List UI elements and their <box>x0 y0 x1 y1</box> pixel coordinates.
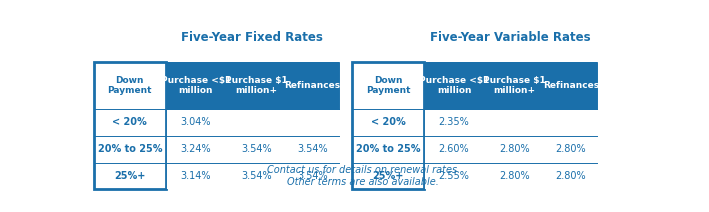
Text: 3.54%: 3.54% <box>241 171 272 181</box>
Bar <box>545 109 597 136</box>
Text: < 20%: < 20% <box>113 117 147 127</box>
Bar <box>484 136 545 163</box>
Bar <box>352 62 424 190</box>
Bar <box>166 136 226 163</box>
Text: 3.24%: 3.24% <box>181 144 211 154</box>
Text: Purchase $1
million+: Purchase $1 million+ <box>225 76 288 95</box>
Text: Purchase <$1
million: Purchase <$1 million <box>419 76 489 95</box>
Text: 2.60%: 2.60% <box>439 144 469 154</box>
Text: Purchase <$1
million: Purchase <$1 million <box>160 76 231 95</box>
Text: Five-Year Fixed Rates: Five-Year Fixed Rates <box>182 31 323 44</box>
Bar <box>545 136 597 163</box>
Bar <box>286 109 339 136</box>
Bar <box>545 163 597 190</box>
Text: 2.80%: 2.80% <box>499 171 530 181</box>
Text: Refinances: Refinances <box>542 81 599 90</box>
Bar <box>424 62 597 109</box>
Bar <box>286 136 339 163</box>
Bar <box>226 163 286 190</box>
Text: Five-Year Variable Rates: Five-Year Variable Rates <box>430 31 591 44</box>
Text: 20% to 25%: 20% to 25% <box>98 144 162 154</box>
Text: Refinances: Refinances <box>284 81 340 90</box>
Bar <box>286 62 339 109</box>
Bar <box>424 136 484 163</box>
Bar <box>424 163 484 190</box>
Text: Purchase $1
million+: Purchase $1 million+ <box>483 76 546 95</box>
Bar <box>166 163 226 190</box>
Bar <box>286 163 339 190</box>
Text: 25%+: 25%+ <box>372 171 404 181</box>
Bar <box>484 163 545 190</box>
Text: 2.80%: 2.80% <box>555 171 586 181</box>
Text: 25%+: 25%+ <box>114 171 145 181</box>
Text: 3.54%: 3.54% <box>297 144 328 154</box>
Text: < 20%: < 20% <box>371 117 406 127</box>
Bar <box>484 109 545 136</box>
Text: 3.04%: 3.04% <box>181 117 211 127</box>
Bar <box>424 62 484 109</box>
Text: Contact us for details on renewal rates.: Contact us for details on renewal rates. <box>267 165 460 175</box>
Bar <box>484 62 545 109</box>
Bar <box>545 62 597 109</box>
Bar <box>166 62 226 109</box>
Bar <box>226 136 286 163</box>
Bar <box>166 62 339 109</box>
Bar <box>166 109 226 136</box>
Text: 2.80%: 2.80% <box>499 144 530 154</box>
Text: 3.14%: 3.14% <box>181 171 211 181</box>
Bar <box>226 62 286 109</box>
Text: 3.54%: 3.54% <box>297 171 328 181</box>
Text: 3.54%: 3.54% <box>241 144 272 154</box>
Text: Down
Payment: Down Payment <box>366 76 411 95</box>
Bar <box>94 62 166 190</box>
Text: Down
Payment: Down Payment <box>108 76 152 95</box>
Text: 2.80%: 2.80% <box>555 144 586 154</box>
Text: 2.35%: 2.35% <box>439 117 469 127</box>
Bar <box>424 109 484 136</box>
Text: 2.55%: 2.55% <box>439 171 469 181</box>
Bar <box>226 109 286 136</box>
Text: 20% to 25%: 20% to 25% <box>356 144 420 154</box>
Text: Other terms are also available.: Other terms are also available. <box>287 177 440 187</box>
